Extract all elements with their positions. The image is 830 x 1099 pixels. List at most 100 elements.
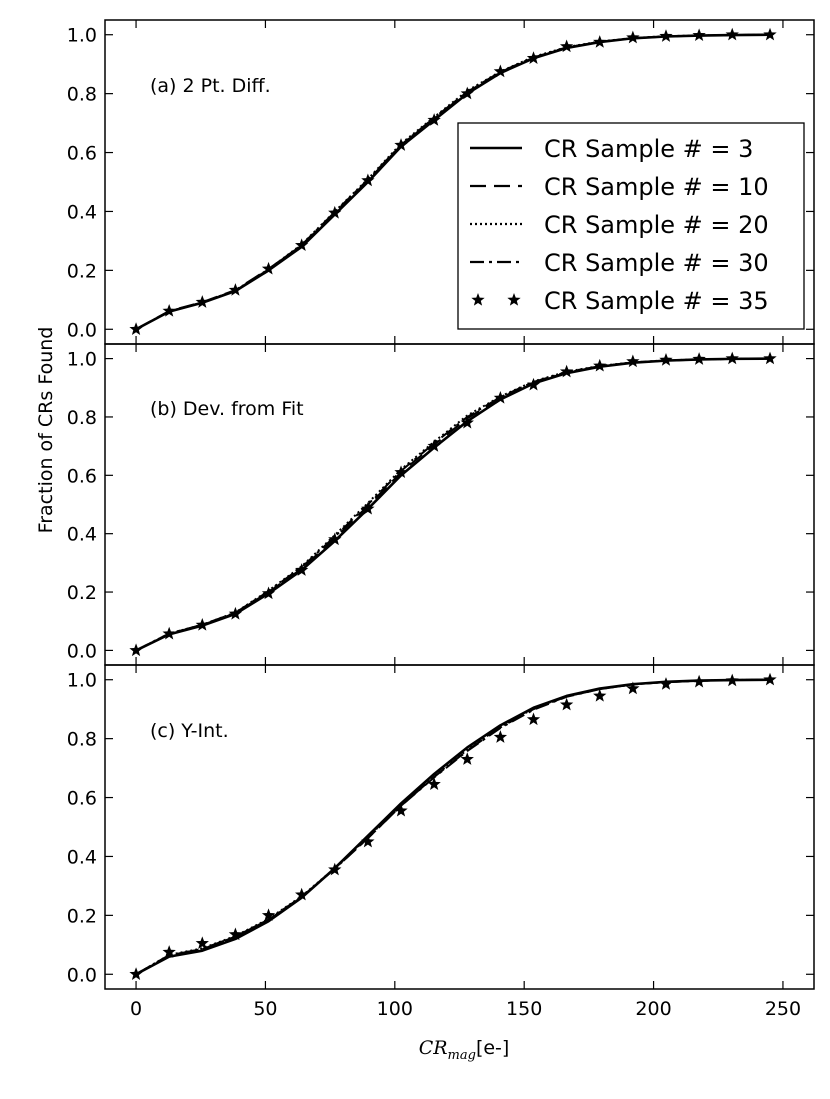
x-tick-label: 0 [130, 998, 142, 1020]
legend: CR Sample # = 3 CR Sample # = 10 CR Sample… [457, 122, 805, 330]
y-tick-label: 0.8 [67, 84, 97, 106]
data-point-star [526, 51, 541, 64]
data-point-star [261, 261, 276, 275]
data-point-star [763, 351, 777, 365]
data-point-star [129, 322, 143, 335]
y-tick-label: 1.0 [67, 25, 97, 47]
data-point-star [526, 377, 541, 391]
panel-a: 0.0 0.2 0.4 0.6 0.8 1.0 (a) 2 Pt. Diff. CR Samp… [67, 19, 815, 345]
data-point-star [228, 283, 243, 296]
panel-label: (a) 2 Pt. Diff. [150, 75, 271, 97]
data-point-star [129, 643, 143, 657]
data-point-star [526, 712, 541, 726]
data-point-star [626, 354, 640, 368]
y-tick-label: 1.0 [67, 670, 97, 692]
y-tick-label: 0.4 [67, 846, 97, 868]
x-tick-label: 200 [635, 998, 671, 1020]
panel-frame [104, 664, 815, 990]
legend-star-icon [471, 293, 485, 306]
data-point-star [493, 730, 508, 743]
y-tick-label: 1.0 [67, 349, 97, 371]
legend-label: CR Sample # = 10 [544, 173, 769, 201]
x-tick-label: 100 [377, 998, 413, 1020]
y-axis-label: Fraction of CRs Found [35, 327, 57, 534]
y-tick-label: 0.8 [67, 729, 97, 751]
y-tick-label: 0.4 [67, 524, 97, 546]
data-point-star [361, 501, 375, 515]
data-point-star [659, 29, 673, 42]
y-tick-label: 0.8 [67, 407, 97, 429]
data-point-star [593, 358, 607, 372]
data-point-star [725, 351, 739, 365]
y-tick-label: 0.0 [67, 640, 97, 662]
legend-entry: CR Sample # = 30 [470, 249, 769, 277]
y-tick-label: 0.2 [67, 905, 97, 927]
legend-entry: CR Sample # = 3 [470, 135, 753, 163]
series-line-dashdot [135, 357, 771, 652]
data-point-star [394, 465, 408, 479]
panel-b: 0.0 0.2 0.4 0.6 0.8 1.0 (b) Dev. from Fit [67, 343, 815, 666]
data-point-star [295, 238, 309, 251]
y-tick-label: 0.6 [67, 788, 97, 810]
panel-label: (b) Dev. from Fit [150, 398, 304, 420]
y-tick-label: 0.0 [67, 964, 97, 986]
y-tick-label: 0.4 [67, 201, 97, 223]
data-point-star [195, 295, 209, 308]
data-point-star [228, 927, 243, 941]
data-point-star [559, 364, 574, 378]
series-line-dotted [135, 678, 771, 976]
data-point-star [427, 439, 441, 452]
legend-label: CR Sample # = 20 [544, 211, 769, 239]
data-point-star [394, 138, 408, 151]
data-point-star [692, 28, 706, 41]
series-line-dashed [135, 33, 771, 331]
data-point-star [725, 27, 739, 41]
data-point-star [763, 672, 777, 686]
data-point-star [295, 563, 309, 576]
data-point-star [162, 304, 176, 317]
x-axis-label-sub: mag [448, 1048, 476, 1063]
panel-c: 0.0 0.2 0.4 0.6 0.8 1.0 0 50 100 150 200 250 (c) Y-I… [67, 664, 815, 1020]
data-point-star [460, 752, 474, 765]
series-line-dashed [135, 678, 771, 976]
series-line-dashdot [135, 33, 771, 331]
data-point-star [493, 64, 508, 78]
data-point-star [427, 777, 441, 790]
x-axis-label-math: CR [419, 1037, 448, 1059]
legend-label: CR Sample # = 35 [544, 287, 769, 315]
legend-label: CR Sample # = 3 [544, 135, 753, 163]
data-point-star [162, 945, 176, 958]
data-point-star [559, 39, 574, 53]
legend-label: CR Sample # = 30 [544, 249, 769, 277]
legend-entry: CR Sample # = 10 [470, 173, 769, 201]
y-tick-label: 0.6 [67, 143, 97, 165]
legend-box [457, 122, 805, 330]
data-point-star [228, 606, 243, 620]
legend-entry: CR Sample # = 35 [471, 287, 769, 315]
data-point-star [725, 673, 739, 687]
data-point-star [460, 415, 474, 429]
x-axis-label-unit: [e-] [476, 1037, 509, 1059]
data-point-star [295, 887, 309, 901]
y-tick-label: 0.0 [67, 319, 97, 341]
y-tick-label: 0.6 [67, 465, 97, 487]
data-point-star [659, 677, 673, 690]
data-point-star [593, 35, 607, 48]
data-point-star [195, 936, 209, 950]
series-line-solid [135, 678, 771, 976]
data-point-star [195, 618, 209, 631]
data-point-star [626, 681, 640, 695]
data-point-star [261, 908, 276, 922]
data-point-star [261, 586, 276, 600]
data-point-star [559, 697, 574, 711]
data-point-star [763, 27, 777, 41]
panel-frame [104, 343, 815, 666]
data-point-star [394, 803, 408, 817]
legend-entry: CR Sample # = 20 [470, 211, 769, 239]
data-point-star [692, 674, 706, 688]
data-point-star [493, 390, 508, 404]
data-point-star [361, 834, 375, 848]
y-tick-label: 0.2 [67, 260, 97, 282]
series-line-dashdot [135, 678, 771, 976]
